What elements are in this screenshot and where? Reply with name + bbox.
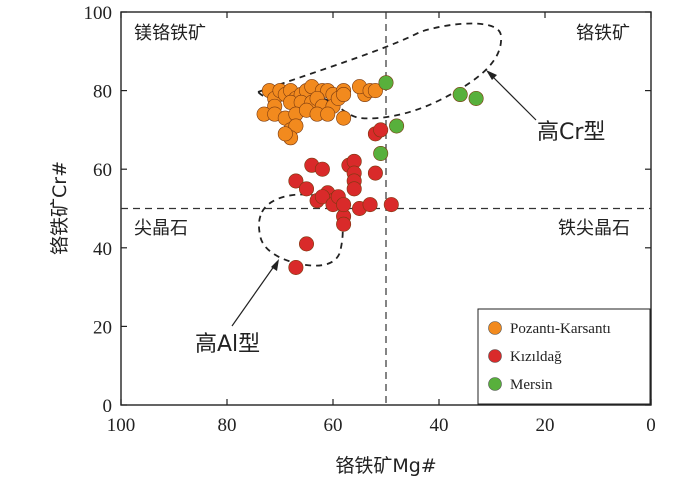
data-point: [288, 259, 304, 275]
data-point: [367, 83, 383, 99]
data-point: [362, 197, 378, 213]
legend-label: Kızıldağ: [510, 349, 562, 365]
x-tick-label: 0: [646, 415, 656, 436]
y-tick-label: 40: [93, 239, 112, 260]
data-point: [314, 161, 330, 177]
data-point: [468, 90, 484, 106]
region-label-top-right: 铬铁矿: [576, 23, 630, 44]
data-point: [336, 216, 352, 232]
y-tick-label: 80: [93, 82, 112, 103]
series-1: [256, 79, 383, 146]
data-point: [288, 173, 304, 189]
x-axis-label: 铬铁矿Mg#: [335, 455, 436, 477]
region-label-bottom-left: 尖晶石: [134, 218, 188, 239]
data-point: [314, 189, 330, 205]
y-tick-label: 20: [93, 317, 112, 338]
data-point: [336, 197, 352, 213]
x-tick-label: 60: [324, 415, 343, 436]
series-2: [288, 122, 399, 275]
y-axis-label: 铬铁矿Cr#: [49, 161, 71, 255]
data-point: [367, 165, 383, 181]
high-cr-arrow: [486, 70, 537, 121]
legend-label: Pozantı-Karsantı: [510, 321, 611, 337]
legend-marker: [488, 349, 502, 363]
data-points: [256, 75, 484, 275]
legend-box: [477, 308, 651, 405]
high-al-arrow: [231, 259, 279, 327]
tick-labels: 100 80 60 40 20 0 0 20 40 60 80 100: [84, 3, 656, 436]
data-point: [452, 87, 468, 103]
x-tick-label: 40: [430, 415, 449, 436]
legend-label: Mersin: [510, 377, 553, 393]
data-point: [346, 181, 362, 197]
legend: Pozantı-Karsantı Kızıldağ Mersin: [477, 308, 651, 405]
legend-marker: [488, 377, 502, 391]
data-point: [336, 110, 352, 126]
data-point: [320, 106, 336, 122]
series-3: [373, 75, 484, 161]
data-point: [277, 126, 293, 142]
y-tick-label: 0: [103, 396, 113, 417]
data-point: [383, 197, 399, 213]
region-label-top-left: 镁铬铁矿: [134, 23, 206, 44]
high-cr-outline: [256, 22, 502, 120]
high-cr-annotation: 高Cr型: [537, 120, 605, 145]
data-point: [373, 145, 389, 161]
data-point: [373, 122, 389, 138]
x-tick-label: 20: [536, 415, 555, 436]
data-point: [378, 75, 394, 91]
y-tick-label: 100: [84, 3, 113, 24]
legend-marker: [488, 321, 502, 335]
data-point: [298, 236, 314, 252]
data-point: [298, 181, 314, 197]
x-tick-label: 80: [218, 415, 237, 436]
region-label-bottom-right: 铁尖晶石: [558, 218, 630, 239]
data-point: [336, 87, 352, 103]
x-tick-label: 100: [107, 415, 136, 436]
data-point: [389, 118, 405, 134]
axis-ticks: [120, 11, 652, 406]
high-al-annotation: 高Al型: [195, 332, 260, 357]
y-tick-label: 60: [93, 160, 112, 181]
